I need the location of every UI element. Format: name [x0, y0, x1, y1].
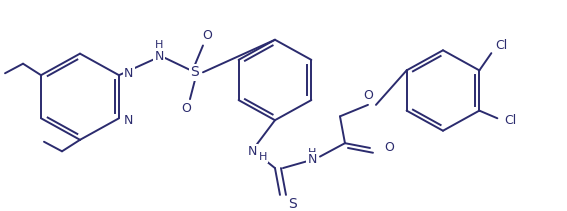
Text: Cl: Cl [504, 114, 517, 127]
Text: S: S [191, 65, 200, 79]
Text: N: N [124, 67, 133, 80]
Text: H: H [155, 40, 163, 50]
Text: O: O [384, 141, 394, 154]
Text: O: O [363, 89, 373, 102]
Text: H: H [259, 152, 267, 162]
Text: O: O [181, 102, 191, 115]
Text: N: N [247, 145, 257, 158]
Text: N: N [307, 153, 316, 166]
Text: O: O [202, 29, 212, 42]
Text: S: S [288, 197, 297, 211]
Text: H: H [308, 148, 316, 158]
Text: N: N [154, 50, 164, 64]
Text: N: N [124, 114, 133, 127]
Text: Cl: Cl [496, 39, 507, 52]
